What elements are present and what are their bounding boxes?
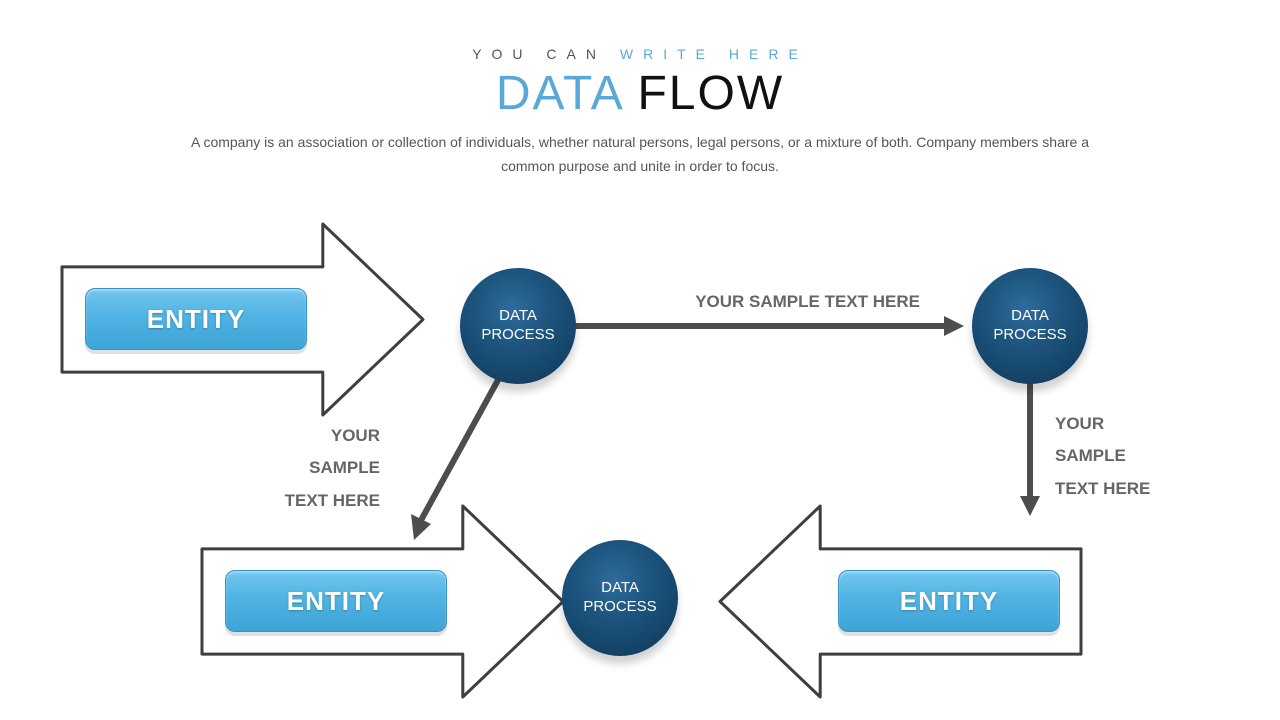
page-title: DATA FLOW: [0, 66, 1280, 121]
entity2-pill: ENTITY: [225, 570, 447, 632]
process2-node: DATAPROCESS: [972, 268, 1088, 384]
edge-label-e2: YOURSAMPLETEXT HERE: [1055, 408, 1185, 505]
tagline: YOU CAN WRITE HERE: [0, 46, 1280, 62]
description-text: A company is an association or collectio…: [190, 131, 1090, 179]
header-block: YOU CAN WRITE HERE DATA FLOW A company i…: [0, 46, 1280, 179]
tagline-part2: WRITE HERE: [620, 46, 808, 62]
entity3-pill: ENTITY: [838, 570, 1060, 632]
tagline-part1: YOU CAN: [472, 46, 606, 62]
process3-node: DATAPROCESS: [562, 540, 678, 656]
edge-label-e3: YOURSAMPLETEXT HERE: [250, 420, 380, 517]
edge-label-e1: YOUR SAMPLE TEXT HERE: [590, 286, 920, 318]
title-part2: FLOW: [637, 67, 784, 120]
entity1-pill: ENTITY: [85, 288, 307, 350]
diagram-canvas: YOU CAN WRITE HERE DATA FLOW A company i…: [0, 0, 1280, 720]
title-part1: DATA: [496, 67, 622, 120]
process1-node: DATAPROCESS: [460, 268, 576, 384]
